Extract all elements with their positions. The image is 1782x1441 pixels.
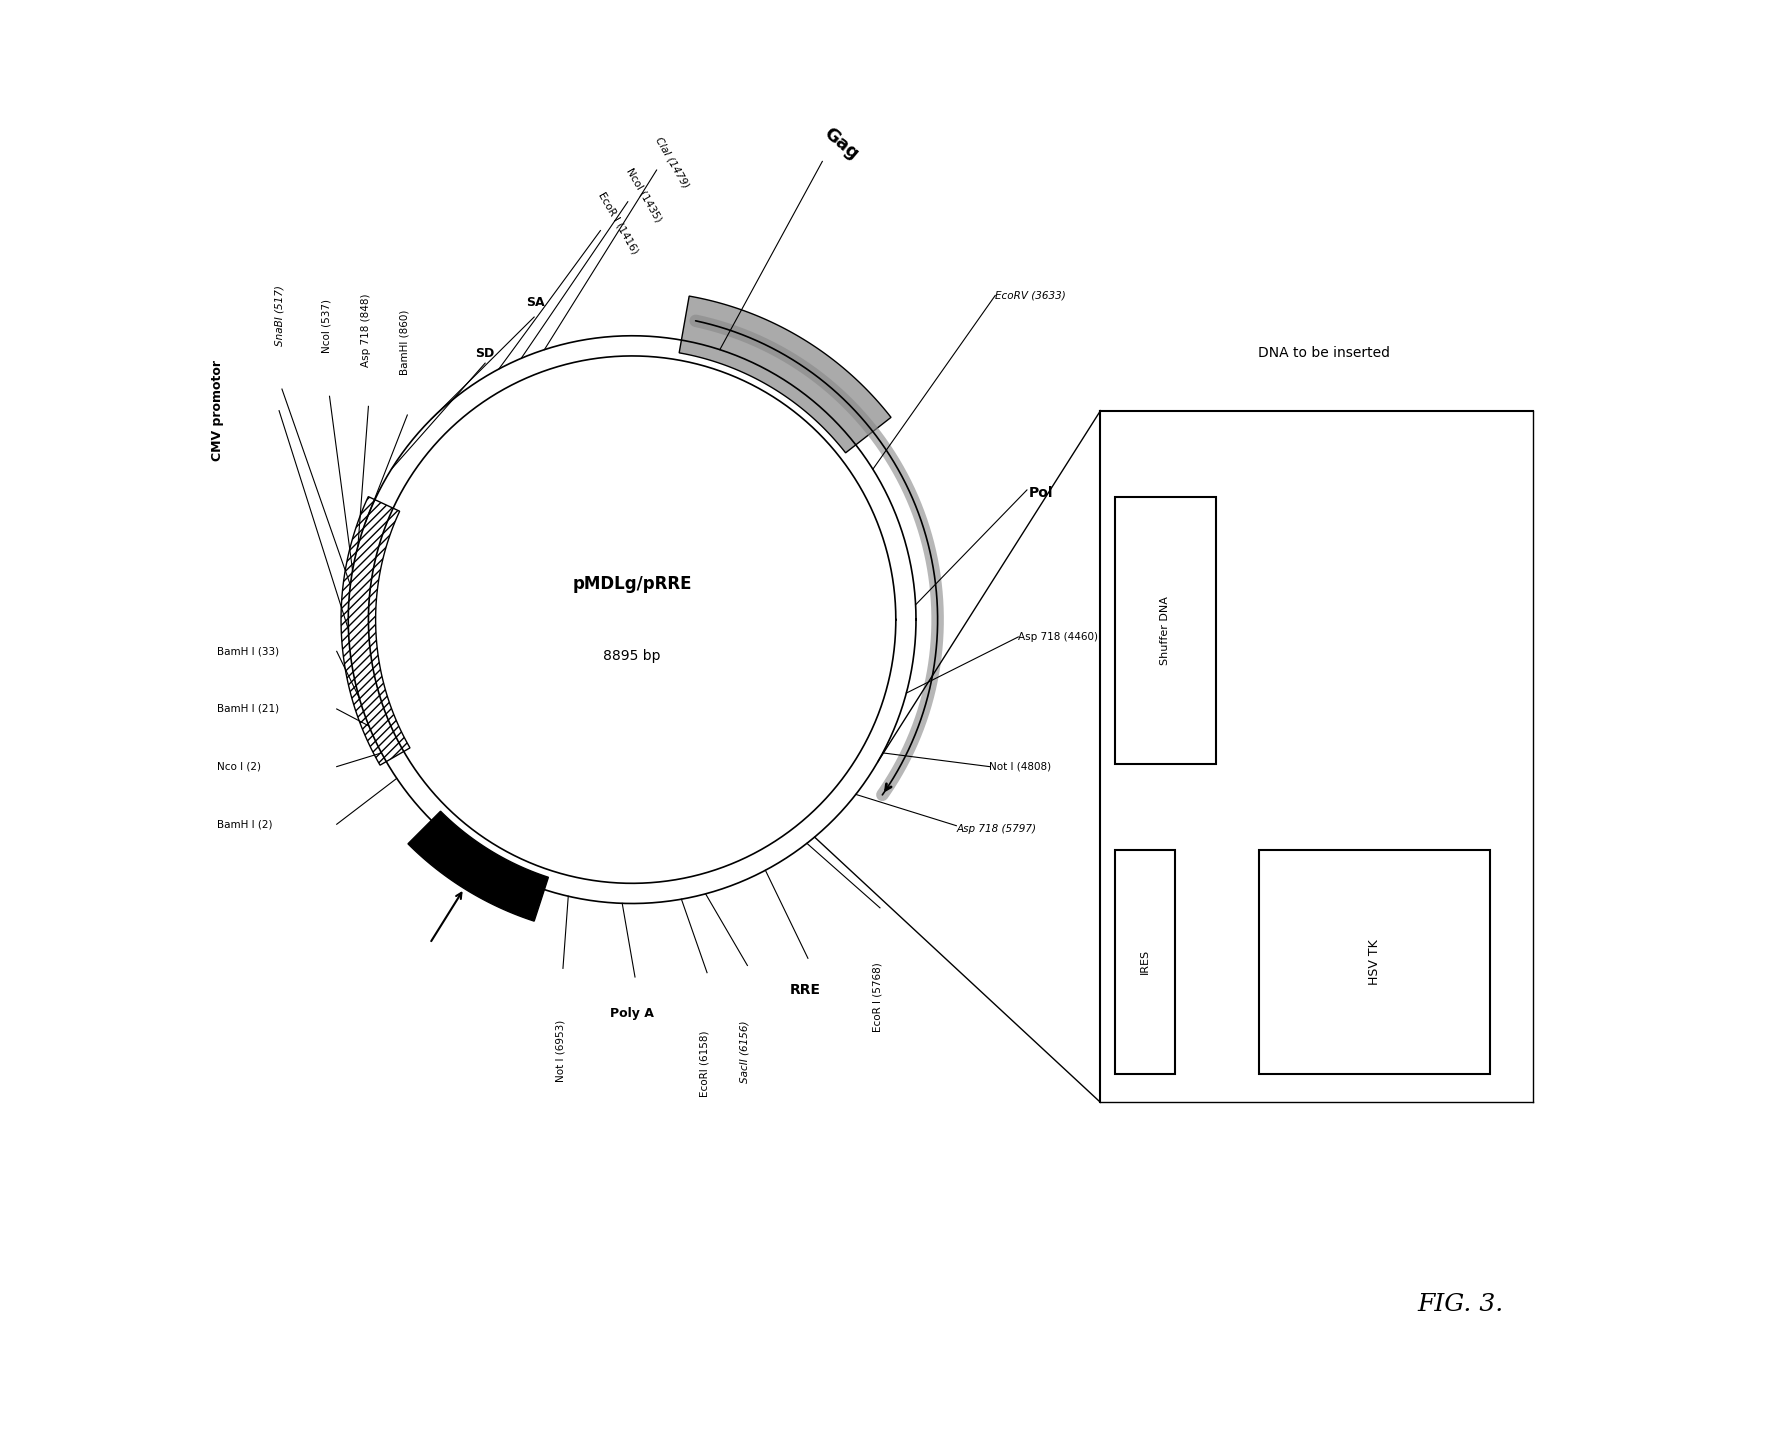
Text: EcoRI (6158): EcoRI (6158) — [699, 1030, 709, 1097]
Polygon shape — [679, 295, 891, 452]
Text: SA: SA — [526, 295, 545, 310]
Text: SnaBI (517): SnaBI (517) — [274, 285, 283, 346]
Text: Pol: Pol — [1028, 486, 1053, 500]
Text: NcoI (1435): NcoI (1435) — [624, 166, 663, 223]
Text: BamHI (860): BamHI (860) — [399, 310, 410, 375]
Text: DNA to be inserted: DNA to be inserted — [1256, 346, 1388, 360]
Text: EcoR I (5768): EcoR I (5768) — [871, 963, 882, 1032]
Text: Asp 718 (4460): Asp 718 (4460) — [1018, 633, 1098, 641]
Text: 8895 bp: 8895 bp — [602, 648, 661, 663]
Text: Shuffer DNA: Shuffer DNA — [1160, 597, 1169, 664]
Text: Asp 718 (848): Asp 718 (848) — [360, 294, 371, 367]
Text: Asp 718 (5797): Asp 718 (5797) — [955, 824, 1035, 833]
Text: EcoR I (1416): EcoR I (1416) — [595, 190, 640, 256]
Text: EcoRV (3633): EcoRV (3633) — [994, 291, 1066, 300]
Text: NcoI (537): NcoI (537) — [321, 300, 331, 353]
Text: Poly A: Poly A — [609, 1006, 654, 1020]
Text: SacII (6156): SacII (6156) — [740, 1020, 748, 1082]
Polygon shape — [340, 497, 410, 765]
Text: CMV promotor: CMV promotor — [210, 360, 223, 461]
Polygon shape — [408, 811, 549, 921]
Text: BamH I (2): BamH I (2) — [217, 820, 273, 829]
Text: FIG. 3.: FIG. 3. — [1417, 1293, 1502, 1316]
Text: HSV TK: HSV TK — [1367, 940, 1379, 984]
Text: Gag: Gag — [820, 124, 861, 164]
Text: pMDLg/pRRE: pMDLg/pRRE — [572, 575, 691, 592]
Text: IRES: IRES — [1139, 950, 1149, 974]
Text: ClaI (1479): ClaI (1479) — [654, 135, 691, 190]
Text: RRE: RRE — [789, 983, 820, 997]
Text: BamH I (33): BamH I (33) — [217, 647, 280, 656]
Bar — [1114, 850, 1174, 1074]
Text: SD: SD — [476, 346, 494, 360]
Bar — [1258, 850, 1488, 1074]
Text: Nco I (2): Nco I (2) — [217, 762, 260, 771]
Text: Not I (6953): Not I (6953) — [554, 1020, 565, 1082]
Bar — [1114, 497, 1215, 764]
Text: BamH I (21): BamH I (21) — [217, 705, 280, 713]
Text: Not I (4808): Not I (4808) — [989, 762, 1051, 771]
